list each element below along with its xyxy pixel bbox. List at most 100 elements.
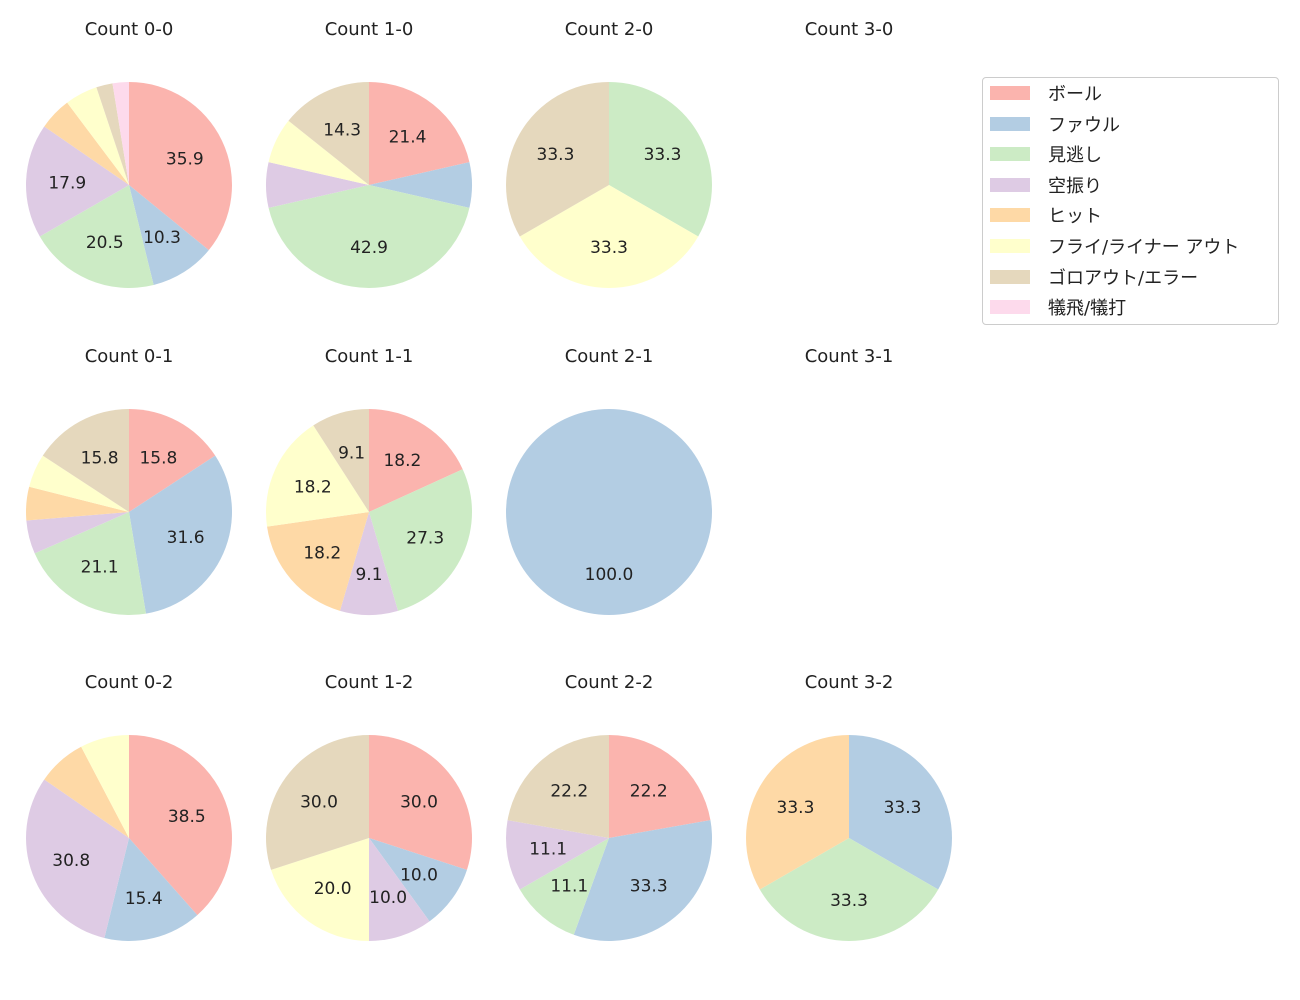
slice-label: 11.1 <box>529 840 567 860</box>
legend-label: 見逃し <box>1048 145 1102 167</box>
slice-label: 30.0 <box>300 793 338 813</box>
pie: 35.9 10.3 20.5 17.9 <box>25 82 233 288</box>
legend-item: 犠飛/犠打 <box>990 297 1127 320</box>
legend-label: フライ/ライナー アウト <box>1048 237 1240 258</box>
legend-item: ゴロアウト/エラー <box>990 267 1199 289</box>
slice-label: 14.3 <box>323 120 361 140</box>
pie-slice <box>267 512 369 611</box>
slice-label: 42.9 <box>350 238 388 258</box>
pie-slice <box>266 162 369 208</box>
slice-label: 22.2 <box>550 782 588 802</box>
pie-slice <box>265 735 369 870</box>
pie-slice <box>369 838 467 922</box>
pie: 33.3 33.3 33.3 <box>745 735 952 941</box>
pie-slice <box>39 185 154 288</box>
legend-item: ファウル <box>990 114 1120 136</box>
legend-label: ボール <box>1048 84 1102 105</box>
pie-slice <box>129 185 209 286</box>
legend-swatch <box>990 86 1030 100</box>
legend-swatch <box>990 300 1030 315</box>
slice-label: 30.0 <box>400 793 438 813</box>
legend-swatch <box>990 239 1030 253</box>
pie-slice <box>96 83 129 185</box>
pie-slice <box>34 512 146 616</box>
pie-slice <box>25 126 129 237</box>
pie-slice <box>271 838 369 941</box>
slice-label: 33.3 <box>537 145 575 165</box>
slice-label: 20.0 <box>314 879 352 899</box>
pie-slice <box>369 409 463 512</box>
pie-title: Count 3-1 <box>805 346 894 367</box>
pie: 33.3 33.3 33.3 <box>506 82 712 288</box>
pie-slice <box>519 185 699 288</box>
pie-slice <box>42 409 130 512</box>
pie-slice <box>129 409 216 512</box>
pie-slice <box>26 779 129 939</box>
slice-label: 100.0 <box>585 565 634 585</box>
pie: 22.2 33.3 11.1 11.1 22.2 <box>505 735 712 941</box>
pie-slice <box>505 820 609 890</box>
legend-item: フライ/ライナー アウト <box>990 236 1240 258</box>
legend-item: ヒット <box>990 205 1102 227</box>
slice-label: 33.3 <box>884 798 922 818</box>
pie-slice <box>369 735 472 870</box>
slice-label: 31.6 <box>167 528 205 548</box>
pie-title: Count 2-0 <box>565 19 654 40</box>
pie-slice <box>369 469 473 611</box>
pie-slice <box>25 486 129 521</box>
pie-title: Count 0-0 <box>85 19 174 40</box>
slice-label: 21.4 <box>389 128 427 148</box>
slice-label: 38.5 <box>168 807 206 827</box>
slice-label: 30.8 <box>52 851 90 871</box>
pie-slice <box>507 735 609 838</box>
legend-item: 見逃し <box>990 144 1102 167</box>
slice-label: 15.8 <box>81 449 119 469</box>
pie-slice <box>519 838 609 935</box>
slice-label: 9.1 <box>355 565 382 585</box>
legend-swatch <box>990 116 1030 131</box>
pie: 38.5 15.4 30.8 <box>26 735 233 941</box>
pie-title: Count 2-2 <box>565 672 654 693</box>
slice-label: 33.3 <box>777 798 815 818</box>
legend: ボール ファウル 見逃し 空振り ヒット フライ/ライナー アウト ゴロアウト/エラー 犠飛/… <box>982 77 1279 325</box>
pie-slice <box>266 425 369 527</box>
pie-title: Count 2-1 <box>565 346 654 367</box>
pie-slice <box>849 735 952 890</box>
legend-item: ボール <box>990 83 1102 105</box>
slice-label: 18.2 <box>303 543 341 563</box>
legend-label: ファウル <box>1048 114 1120 136</box>
slice-label: 33.3 <box>644 145 682 165</box>
pie-slice <box>129 82 233 251</box>
pie-slice <box>112 82 129 185</box>
pie-slice <box>506 82 609 237</box>
pie-slice <box>369 82 470 185</box>
slice-label: 33.3 <box>830 891 868 911</box>
slice-label: 10.3 <box>143 228 181 248</box>
pie-slice <box>573 820 712 941</box>
pie-slice <box>129 455 233 614</box>
slice-label: 10.0 <box>400 865 438 885</box>
pie-slice <box>369 162 472 208</box>
slice-label: 15.4 <box>125 889 163 909</box>
pie-title: Count 3-0 <box>805 19 894 40</box>
pie: 100.0 <box>506 409 712 615</box>
slice-label: 33.3 <box>590 238 628 258</box>
slice-label: 20.5 <box>86 233 124 253</box>
slice-label: 10.0 <box>369 888 407 908</box>
pie-title: Count 1-0 <box>325 19 414 40</box>
pie-slice <box>44 746 129 838</box>
pie-slice <box>268 120 369 185</box>
legend-label: ゴロアウト/エラー <box>1048 267 1199 289</box>
legend-label: 犠飛/犠打 <box>1048 298 1127 320</box>
pie-slice <box>81 735 129 838</box>
slice-label: 21.1 <box>81 557 119 577</box>
slice-label: 17.9 <box>48 174 86 194</box>
legend-swatch <box>990 147 1030 162</box>
slice-label: 27.3 <box>406 529 444 549</box>
pie-slice <box>67 87 129 185</box>
legend-swatch <box>990 269 1030 284</box>
pie: 18.2 27.3 9.1 18.2 18.2 9.1 <box>266 409 473 615</box>
pie-slice <box>759 838 939 941</box>
